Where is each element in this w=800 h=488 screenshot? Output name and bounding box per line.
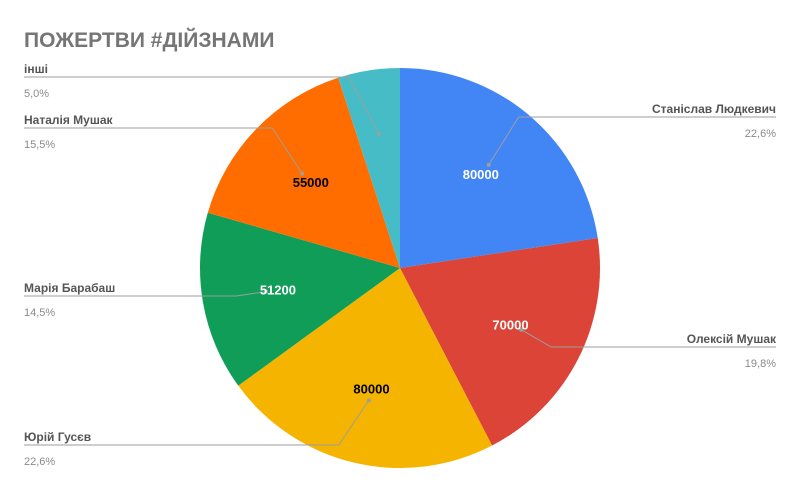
slice-value-label: 55000 bbox=[293, 175, 329, 190]
leader-line bbox=[24, 76, 380, 134]
slice-percent-label: 22,6% bbox=[745, 128, 776, 140]
slice-value-label: 80000 bbox=[463, 167, 499, 182]
slice-name-label: інші bbox=[24, 62, 48, 76]
leader-dot bbox=[366, 398, 371, 403]
slice-value-label: 80000 bbox=[353, 382, 389, 397]
slice-value-label: 70000 bbox=[492, 317, 528, 332]
leader-dot bbox=[519, 327, 524, 332]
slice-percent-label: 15,5% bbox=[24, 139, 55, 151]
slice-name-labels: Станіслав Людкевич 22,6% Олексій Мушак 19,8… bbox=[24, 62, 777, 468]
leader-dot bbox=[376, 131, 381, 136]
slice-value-labels: 80000 70000 80000 51200 55000 bbox=[260, 167, 529, 397]
pie-slice-2 bbox=[400, 238, 600, 446]
slice-percent-label: 19,8% bbox=[745, 358, 776, 370]
slice-percent-label: 14,5% bbox=[24, 307, 55, 319]
slice-percent-label: 5,0% bbox=[24, 88, 49, 100]
leader-line bbox=[488, 116, 776, 166]
slice-name-label: Станіслав Людкевич bbox=[652, 102, 776, 116]
chart-title: ПОЖЕРТВИ #ДІЙЗНАМИ bbox=[24, 28, 274, 52]
leader-dot bbox=[300, 171, 305, 176]
pie-slice-6 bbox=[338, 68, 400, 268]
pie-slice-1 bbox=[400, 68, 598, 268]
leader-lines bbox=[24, 76, 776, 446]
pie-slice-3 bbox=[238, 268, 493, 468]
leader-line bbox=[24, 400, 370, 446]
slice-name-label: Наталія Мушак bbox=[24, 113, 114, 127]
pie-slice-4 bbox=[199, 212, 400, 386]
slice-name-label: Марія Барабаш bbox=[24, 281, 115, 295]
leader-line bbox=[24, 127, 303, 174]
leader-dot bbox=[486, 162, 491, 167]
leader-line bbox=[24, 291, 267, 297]
slice-percent-label: 22,6% bbox=[24, 456, 55, 468]
leader-dot bbox=[264, 289, 269, 294]
leader-line bbox=[520, 329, 776, 348]
slice-value-label: 51200 bbox=[260, 283, 296, 298]
slice-name-label: Юрій Гусєв bbox=[24, 430, 91, 444]
slice-name-label: Олексій Мушак bbox=[687, 332, 777, 346]
